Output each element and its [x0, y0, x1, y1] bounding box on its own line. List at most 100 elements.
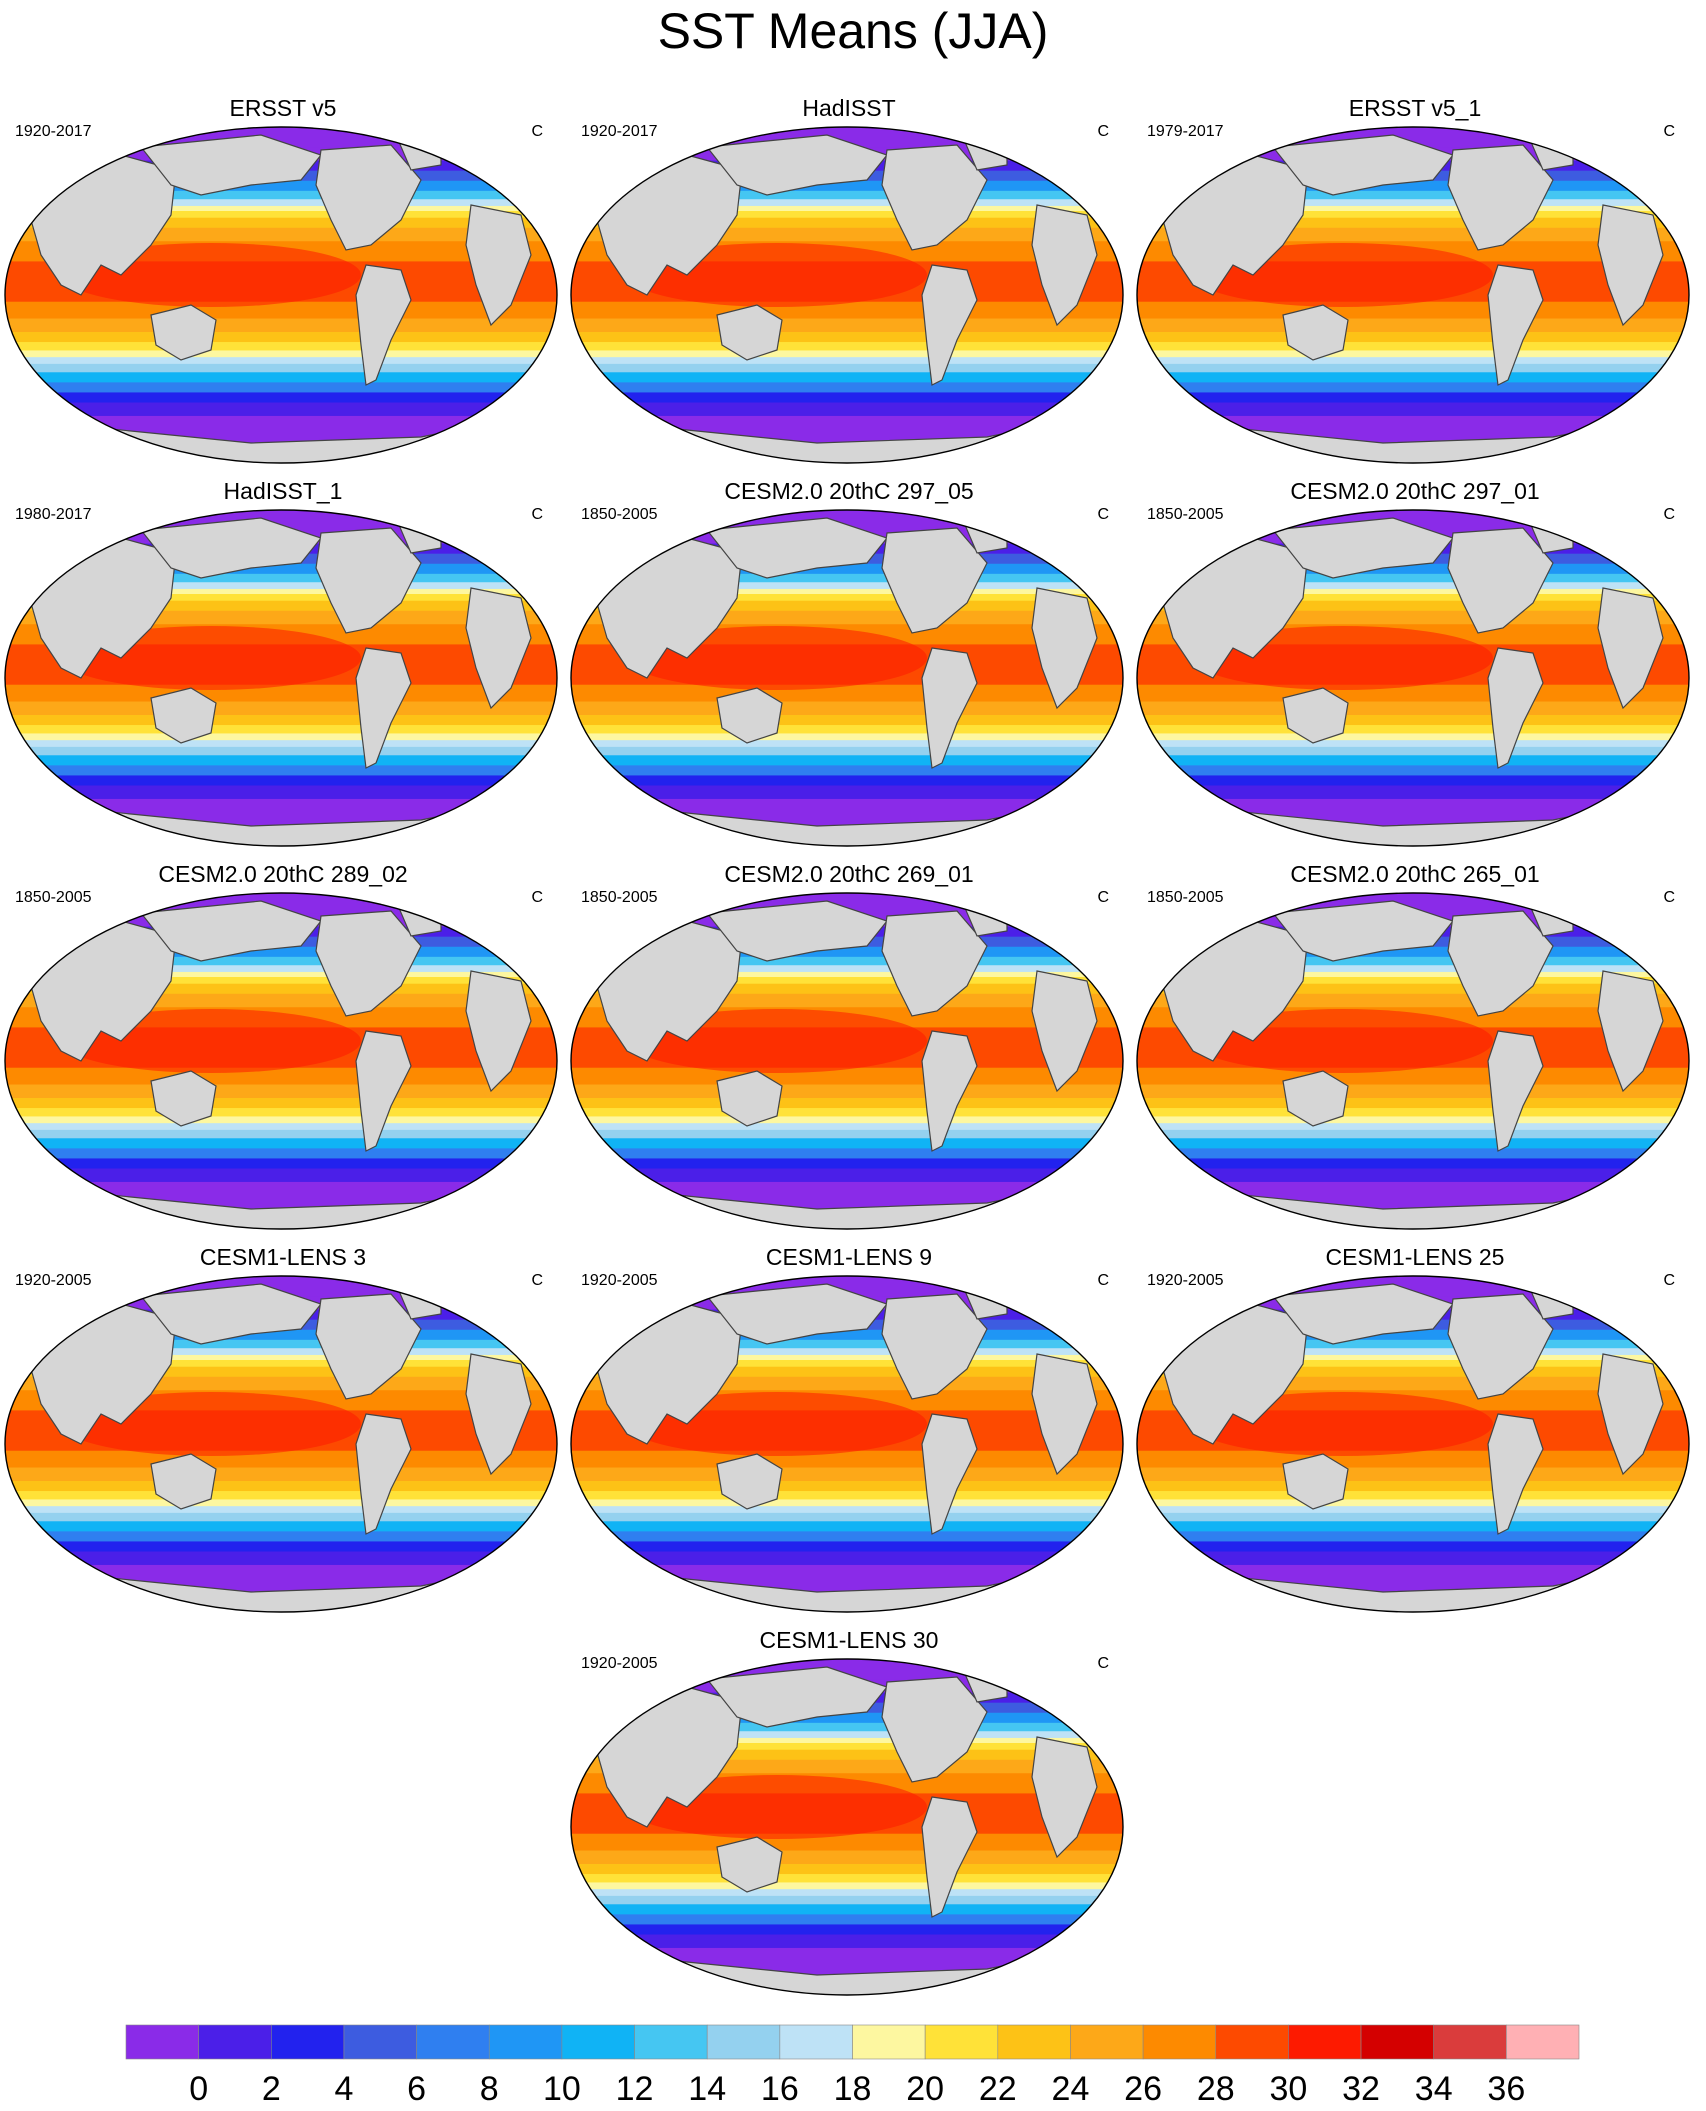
sst-band: [571, 199, 1123, 207]
sst-band: [1137, 785, 1689, 800]
sst-band: [571, 1551, 1123, 1566]
sst-band: [571, 190, 1123, 201]
sst-band: [5, 946, 557, 958]
sst-band: [1137, 1158, 1689, 1170]
sst-band: [571, 765, 1123, 777]
map-panel: ERSST v5_1 1979-2017 C: [1135, 95, 1695, 465]
sst-band: [5, 1354, 557, 1361]
continent: [1282, 1070, 1349, 1127]
continent: [1447, 1293, 1554, 1400]
sst-band: [571, 946, 1123, 958]
continent: [355, 647, 412, 769]
panel-title: ERSST v5: [229, 95, 337, 121]
sst-band: [1137, 1097, 1689, 1110]
sst-band: [1137, 740, 1689, 748]
sst-band: [571, 1116, 1123, 1125]
sst-band: [571, 1491, 1123, 1501]
colorbar-tick-label: 22: [979, 2070, 1017, 2108]
sst-band: [571, 1506, 1123, 1514]
sst-band: [5, 180, 557, 192]
sst-band: [571, 588, 1123, 595]
sst-band: [1137, 573, 1689, 584]
sst-band: [5, 1491, 557, 1501]
sst-band: [571, 1850, 1123, 1865]
colorbar-tick-label: 2: [262, 2070, 281, 2108]
sst-band: [571, 1108, 1123, 1118]
panel-period: 1920-2017: [15, 123, 92, 140]
sst-band: [1137, 1480, 1689, 1493]
sst-band: [571, 1749, 1123, 1761]
sst-band: [1137, 1499, 1689, 1508]
sst-band: [5, 1467, 557, 1482]
sst-band: [1137, 1354, 1689, 1361]
colorbar-swatch: [270, 2024, 345, 2060]
sst-band: [1137, 1541, 1689, 1553]
continent: [1597, 204, 1664, 327]
colorbar-swatch: [997, 2024, 1071, 2060]
continent: [1271, 517, 1455, 579]
sst-band: [571, 363, 1123, 374]
sst-band: [571, 1731, 1123, 1739]
sst-band: [5, 217, 557, 229]
panel-units: C: [531, 1272, 543, 1289]
sst-band: [571, 1499, 1123, 1508]
sst-map: [1136, 892, 1690, 1230]
sst-map: [570, 126, 1124, 464]
sst-band: [571, 1521, 1123, 1533]
sst-band: [571, 725, 1123, 735]
sst-band: [1137, 594, 1689, 602]
sst-band: [5, 1168, 557, 1183]
sst-band: [1137, 217, 1689, 229]
sst-band: [1137, 1491, 1689, 1501]
sst-band: [571, 301, 1123, 320]
continent: [150, 687, 217, 744]
sst-band: [1137, 1329, 1689, 1341]
panel-units: C: [531, 889, 543, 906]
sst-band: [5, 1329, 557, 1341]
panel-title: CESM2.0 20thC 265_01: [1290, 861, 1540, 887]
continent: [881, 144, 988, 251]
map-outline: [570, 892, 1124, 1230]
sst-band: [571, 594, 1123, 602]
sst-band: [5, 956, 557, 967]
sst-band: [5, 318, 557, 333]
sst-map: [1136, 509, 1690, 847]
sst-band: [5, 684, 557, 703]
sst-band: [1137, 1339, 1689, 1350]
colorbar-swatch: [343, 2024, 417, 2060]
sst-band: [5, 372, 557, 384]
sst-band: [5, 301, 557, 320]
sst-band: [1137, 983, 1689, 995]
sst-band: [5, 1348, 557, 1356]
sst-band: [571, 965, 1123, 973]
sst-band: [571, 1512, 1123, 1523]
sst-band: [1137, 701, 1689, 716]
map-outline: [570, 1275, 1124, 1613]
panel-units: C: [1663, 123, 1675, 140]
colorbar-swatch: [198, 2024, 272, 2060]
panel-units: C: [531, 123, 543, 140]
sst-band: [5, 740, 557, 748]
continent: [921, 1413, 978, 1535]
colorbar-tick-label: 6: [407, 2070, 426, 2108]
sst-band: [1137, 1138, 1689, 1150]
sst-band: [1137, 1148, 1689, 1160]
continent: [716, 1453, 783, 1510]
continent: [1031, 204, 1098, 327]
sst-band: [571, 971, 1123, 978]
sst-band: [571, 956, 1123, 967]
sst-band: [1137, 1067, 1689, 1086]
continent: [1487, 1030, 1544, 1152]
panel-period: 1979-2017: [1147, 123, 1224, 140]
panel-period: 1850-2005: [581, 506, 658, 523]
sst-band: [571, 350, 1123, 359]
panel-period: 1850-2005: [15, 889, 92, 906]
sst-band: [571, 1348, 1123, 1356]
continent: [465, 587, 532, 710]
sst-band: [571, 1889, 1123, 1897]
panel-units: C: [1097, 1655, 1109, 1672]
colorbar-tick-label: 14: [688, 2070, 726, 2108]
sst-band: [1137, 956, 1689, 967]
sst-band: [5, 983, 557, 995]
sst-band: [571, 582, 1123, 590]
